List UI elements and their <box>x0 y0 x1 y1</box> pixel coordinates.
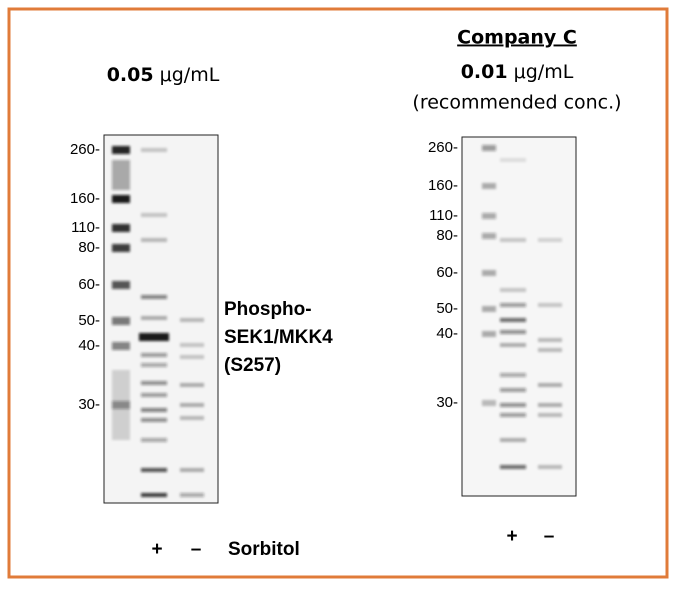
band <box>500 288 526 292</box>
band <box>112 160 130 190</box>
lane-label: – <box>544 526 555 547</box>
band <box>112 244 130 252</box>
band <box>500 343 526 347</box>
target-label: Phospho- <box>224 299 312 320</box>
band <box>180 468 204 472</box>
note: (recommended conc.) <box>412 92 621 114</box>
band <box>538 383 562 387</box>
band <box>538 303 562 307</box>
lane-label: + <box>506 526 517 547</box>
concentration-value: 0.01 <box>461 61 508 83</box>
band <box>112 317 130 325</box>
band <box>112 370 130 440</box>
band <box>500 413 526 417</box>
band <box>500 330 526 334</box>
band <box>139 333 169 341</box>
band <box>141 363 167 367</box>
band <box>538 413 562 417</box>
marker-label: 260- <box>70 141 100 158</box>
band <box>482 306 496 312</box>
band <box>482 183 496 189</box>
marker-label: 110- <box>71 219 100 236</box>
band <box>112 195 130 203</box>
band <box>141 316 167 320</box>
band <box>112 146 130 154</box>
band <box>141 438 167 442</box>
band <box>482 213 496 219</box>
band <box>538 348 562 352</box>
band <box>141 408 167 412</box>
band <box>500 158 526 162</box>
band <box>538 465 562 469</box>
band <box>180 318 204 322</box>
lane-label: + <box>151 539 162 560</box>
band <box>538 238 562 242</box>
band <box>500 303 526 307</box>
target-label: SEK1/MKK4 <box>224 327 333 348</box>
band <box>482 331 496 337</box>
band <box>141 295 167 299</box>
band <box>500 318 526 322</box>
marker-label: 30- <box>436 394 458 411</box>
marker-label: 60- <box>436 264 458 281</box>
band <box>500 388 526 392</box>
band <box>482 145 496 151</box>
band <box>141 381 167 385</box>
band <box>180 493 204 497</box>
marker-label: 260- <box>428 139 458 156</box>
band <box>112 342 130 350</box>
band <box>141 493 167 497</box>
band <box>141 393 167 397</box>
concentration-value: 0.05 <box>107 64 154 86</box>
band <box>180 355 204 359</box>
marker-label: 60- <box>78 276 100 293</box>
band <box>141 238 167 242</box>
marker-label: 80- <box>436 227 458 244</box>
band <box>500 438 526 442</box>
marker-label: 30- <box>78 396 100 413</box>
band <box>482 233 496 239</box>
band <box>141 353 167 357</box>
band <box>180 416 204 420</box>
company: Company C <box>457 27 577 49</box>
band <box>141 418 167 422</box>
concentration-unit: μg/mL <box>514 61 574 83</box>
marker-label: 110- <box>429 207 458 224</box>
band <box>500 373 526 377</box>
band <box>141 213 167 217</box>
band <box>180 343 204 347</box>
marker-label: 50- <box>436 300 458 317</box>
band <box>538 338 562 342</box>
band <box>500 403 526 407</box>
band <box>112 281 130 289</box>
band <box>180 403 204 407</box>
blot-right <box>461 136 577 497</box>
band <box>500 238 526 242</box>
concentration-unit: μg/mL <box>160 64 220 86</box>
band <box>482 400 496 406</box>
band <box>180 383 204 387</box>
marker-label: 40- <box>78 337 100 354</box>
band <box>141 148 167 152</box>
marker-label: 80- <box>78 239 100 256</box>
treatment: Sorbitol <box>228 539 300 560</box>
band <box>482 270 496 276</box>
band <box>500 465 526 469</box>
band <box>141 468 167 472</box>
band <box>538 403 562 407</box>
lane-label: – <box>191 539 202 560</box>
concentration: 0.01 μg/mL <box>461 61 574 83</box>
marker-label: 40- <box>436 325 458 342</box>
band <box>112 224 130 232</box>
marker-label: 160- <box>428 177 458 194</box>
marker-label: 160- <box>70 190 100 207</box>
marker-label: 50- <box>78 312 100 329</box>
concentration: 0.05 μg/mL <box>107 64 220 86</box>
target-label: (S257) <box>224 355 281 376</box>
